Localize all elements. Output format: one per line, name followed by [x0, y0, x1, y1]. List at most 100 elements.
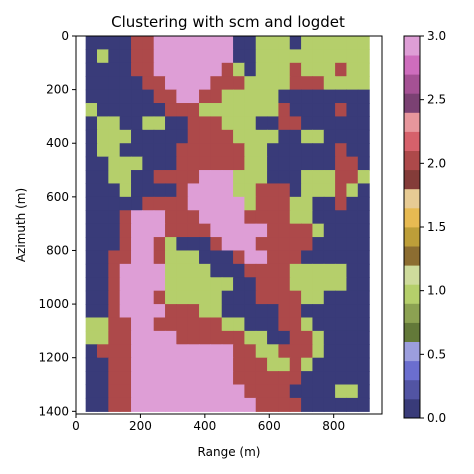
heatmap-cell	[323, 384, 336, 399]
heatmap-cell	[221, 129, 234, 144]
heatmap-cell	[119, 36, 132, 50]
heatmap-cell	[357, 277, 370, 292]
heatmap-cell	[131, 76, 143, 91]
heatmap-cell	[153, 290, 166, 305]
heatmap-cell	[233, 344, 245, 359]
heatmap-cell	[267, 183, 280, 198]
heatmap-cell	[153, 304, 166, 319]
heatmap-cell	[301, 143, 314, 158]
heatmap-cell	[187, 129, 200, 144]
heatmap-cell	[108, 223, 121, 238]
heatmap-cell	[142, 103, 155, 118]
heatmap-cell	[119, 89, 132, 104]
heatmap-cell	[278, 89, 291, 104]
heatmap-cell	[289, 371, 302, 386]
heatmap-cell	[119, 357, 132, 372]
heatmap-cell	[301, 290, 314, 305]
y-tick-label: 1000	[38, 297, 69, 311]
heatmap-cell	[244, 89, 257, 104]
heatmap-cell	[255, 196, 268, 211]
heatmap-cell	[176, 330, 189, 345]
heatmap-cell	[153, 129, 166, 144]
colorbar-segment	[404, 36, 420, 56]
heatmap-cell	[278, 156, 291, 171]
heatmap-cell	[244, 290, 257, 305]
heatmap-cell	[153, 371, 166, 386]
heatmap-cell	[278, 237, 291, 252]
heatmap-cell	[142, 317, 155, 332]
heatmap-cell	[108, 49, 121, 64]
heatmap-cell	[131, 304, 143, 319]
heatmap-cell	[244, 397, 257, 412]
heatmap-cell	[267, 156, 280, 171]
heatmap-cell	[357, 116, 370, 131]
heatmap-cell	[165, 103, 177, 118]
heatmap-cell	[312, 36, 325, 50]
heatmap-cell	[210, 49, 223, 64]
heatmap-cell	[97, 237, 109, 252]
heatmap-cell	[233, 223, 245, 238]
heatmap-cell	[108, 290, 121, 305]
heatmap-cell	[187, 89, 200, 104]
heatmap-cell	[153, 330, 166, 345]
heatmap-cell	[210, 103, 223, 118]
heatmap-cell	[119, 317, 132, 332]
heatmap-cell	[165, 116, 177, 131]
heatmap-cell	[97, 129, 109, 144]
heatmap-cell	[233, 210, 245, 225]
heatmap-cell	[346, 76, 359, 91]
heatmap-cell	[312, 237, 325, 252]
heatmap-cell	[176, 49, 189, 64]
heatmap-cell	[301, 263, 314, 278]
heatmap-cell	[289, 156, 302, 171]
heatmap-cell	[278, 357, 291, 372]
heatmap-cell	[357, 223, 370, 238]
heatmap-cell	[97, 210, 109, 225]
heatmap-cell	[199, 49, 211, 64]
colorbar-segment	[404, 55, 420, 75]
heatmap-cell	[119, 263, 132, 278]
heatmap-cell	[323, 210, 336, 225]
heatmap-cell	[85, 49, 98, 64]
heatmap-cell	[312, 103, 325, 118]
x-tick-label: 400	[193, 419, 216, 433]
heatmap-cell	[301, 210, 314, 225]
heatmap-cell	[97, 317, 109, 332]
heatmap-cell	[97, 62, 109, 77]
heatmap-cell	[142, 143, 155, 158]
heatmap-cell	[255, 317, 268, 332]
heatmap-cell	[244, 103, 257, 118]
heatmap-cell	[255, 49, 268, 64]
heatmap-cell	[85, 384, 98, 399]
heatmap-cell	[165, 183, 177, 198]
heatmap-cell	[233, 129, 245, 144]
heatmap-cell	[131, 156, 143, 171]
heatmap-cell	[233, 357, 245, 372]
heatmap-cell	[233, 371, 245, 386]
heatmap-cell	[289, 263, 302, 278]
heatmap-cell	[97, 277, 109, 292]
heatmap-cell	[312, 290, 325, 305]
heatmap-cell	[85, 62, 98, 77]
heatmap-cell	[165, 196, 177, 211]
heatmap-cell	[108, 250, 121, 265]
heatmap-cell	[165, 170, 177, 185]
heatmap-cell	[244, 384, 257, 399]
heatmap-cell	[97, 384, 109, 399]
heatmap-cell	[97, 371, 109, 386]
heatmap-cell	[176, 170, 189, 185]
heatmap-cell	[153, 143, 166, 158]
heatmap-cell	[119, 277, 132, 292]
heatmap-cell	[210, 304, 223, 319]
heatmap-cell	[278, 49, 291, 64]
heatmap-cell	[85, 290, 98, 305]
heatmap-cell	[165, 277, 177, 292]
heatmap-cell	[255, 237, 268, 252]
heatmap-cell	[153, 116, 166, 131]
heatmap-cell	[335, 290, 348, 305]
y-tick-label: 1200	[38, 351, 69, 365]
heatmap-cell	[255, 156, 268, 171]
heatmap-cell	[85, 156, 98, 171]
heatmap-cell	[153, 397, 166, 412]
heatmap-cell	[346, 156, 359, 171]
